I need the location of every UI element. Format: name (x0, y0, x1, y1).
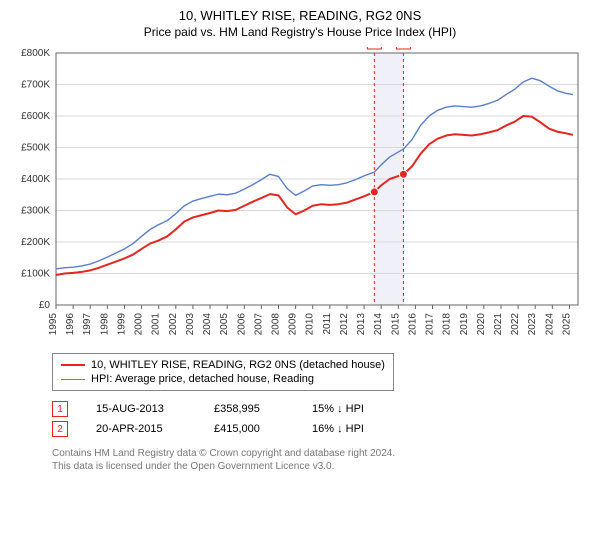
sale-price: £415,000 (214, 423, 284, 435)
svg-text:2023: 2023 (527, 313, 538, 336)
svg-text:£700K: £700K (21, 80, 50, 91)
svg-text:2009: 2009 (288, 313, 299, 336)
svg-text:2024: 2024 (544, 313, 555, 336)
svg-text:2014: 2014 (373, 313, 384, 336)
svg-text:2017: 2017 (425, 313, 436, 336)
svg-text:2002: 2002 (168, 313, 179, 336)
sales-table: 1 15-AUG-2013 £358,995 15% ↓ HPI 2 20-APR-201… (52, 399, 588, 439)
svg-text:2022: 2022 (510, 313, 521, 336)
svg-text:1997: 1997 (82, 313, 93, 336)
svg-text:£300K: £300K (21, 206, 50, 217)
svg-text:2025: 2025 (561, 313, 572, 336)
svg-text:2018: 2018 (442, 313, 453, 336)
sale-diff: 15% ↓ HPI (312, 403, 364, 415)
svg-text:£0: £0 (39, 300, 51, 311)
svg-text:1998: 1998 (99, 313, 110, 336)
chart-title: 10, WHITLEY RISE, READING, RG2 0NS (12, 8, 588, 23)
chart-subtitle: Price paid vs. HM Land Registry's House … (12, 25, 588, 39)
svg-text:2010: 2010 (305, 313, 316, 336)
footer-line2: This data is licensed under the Open Gov… (52, 460, 588, 473)
svg-text:2007: 2007 (253, 313, 264, 336)
svg-text:2006: 2006 (236, 313, 247, 336)
svg-text:1995: 1995 (48, 313, 59, 336)
svg-text:2016: 2016 (407, 313, 418, 336)
footer-attribution: Contains HM Land Registry data © Crown c… (52, 447, 588, 473)
legend-swatch (61, 379, 85, 380)
svg-text:2013: 2013 (356, 313, 367, 336)
svg-text:2020: 2020 (476, 313, 487, 336)
svg-text:£800K: £800K (21, 48, 50, 59)
sale-diff: 16% ↓ HPI (312, 423, 364, 435)
legend-row: 10, WHITLEY RISE, READING, RG2 0NS (deta… (61, 358, 385, 372)
chart-svg: £0 £100K £200K £300K £400K £500K £600K £700K £80… (12, 47, 588, 347)
svg-text:2005: 2005 (219, 313, 230, 336)
svg-text:1: 1 (372, 47, 378, 49)
legend-label: 10, WHITLEY RISE, READING, RG2 0NS (deta… (91, 359, 385, 371)
svg-text:2019: 2019 (459, 313, 470, 336)
svg-text:2000: 2000 (134, 313, 145, 336)
sale-date: 15-AUG-2013 (96, 403, 186, 415)
legend-box: 10, WHITLEY RISE, READING, RG2 0NS (deta… (52, 353, 394, 391)
sale-row: 1 15-AUG-2013 £358,995 15% ↓ HPI (52, 399, 588, 419)
svg-text:2004: 2004 (202, 313, 213, 336)
legend-swatch (61, 364, 85, 366)
svg-text:£600K: £600K (21, 111, 50, 122)
sale-marker-box: 1 (52, 401, 68, 417)
svg-text:1999: 1999 (116, 313, 127, 336)
svg-text:2015: 2015 (390, 313, 401, 336)
chart-plot: £0 £100K £200K £300K £400K £500K £600K £700K £80… (12, 47, 588, 347)
svg-text:2012: 2012 (339, 313, 350, 336)
svg-text:2: 2 (401, 47, 407, 49)
svg-text:1996: 1996 (65, 313, 76, 336)
svg-text:£500K: £500K (21, 143, 50, 154)
svg-text:2011: 2011 (322, 313, 333, 335)
footer-line1: Contains HM Land Registry data © Crown c… (52, 447, 588, 460)
svg-text:£100K: £100K (21, 269, 50, 280)
chart-container: 10, WHITLEY RISE, READING, RG2 0NS Price… (0, 0, 600, 481)
sale-date: 20-APR-2015 (96, 423, 186, 435)
svg-text:£400K: £400K (21, 174, 50, 185)
svg-text:2008: 2008 (270, 313, 281, 336)
sale-row: 2 20-APR-2015 £415,000 16% ↓ HPI (52, 419, 588, 439)
svg-text:2001: 2001 (151, 313, 162, 336)
sale-price: £358,995 (214, 403, 284, 415)
sale-marker-box: 2 (52, 421, 68, 437)
legend-row: HPI: Average price, detached house, Read… (61, 372, 385, 386)
legend-label: HPI: Average price, detached house, Read… (91, 373, 314, 385)
svg-text:2003: 2003 (185, 313, 196, 336)
svg-text:£200K: £200K (21, 237, 50, 248)
svg-text:2021: 2021 (493, 313, 504, 336)
